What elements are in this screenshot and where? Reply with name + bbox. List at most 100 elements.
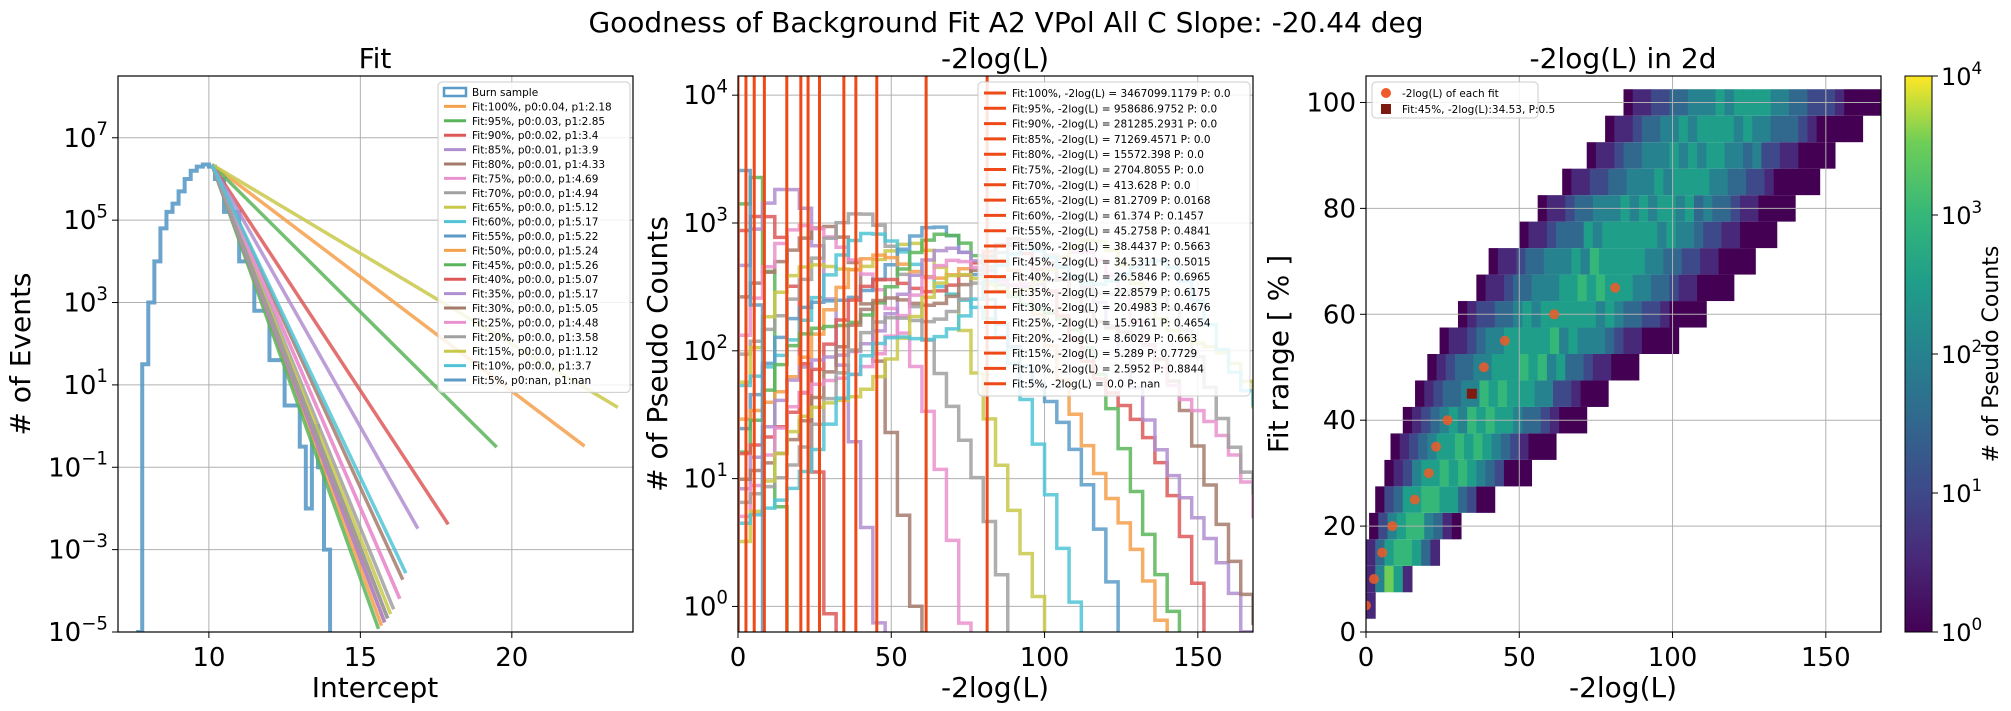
heatmap-cell bbox=[1485, 486, 1496, 513]
fit-panel-ylabel: # of Events bbox=[4, 272, 37, 435]
heatmap-cell bbox=[1743, 115, 1753, 143]
heatmap-legend-box bbox=[1371, 81, 1539, 119]
heatmap-cell bbox=[1644, 248, 1655, 275]
heatmap-cell bbox=[1638, 221, 1649, 249]
heatmap-cell bbox=[1448, 459, 1459, 487]
heatmap-cell bbox=[1687, 142, 1698, 169]
scatter-point bbox=[1478, 362, 1489, 373]
heatmap-cell bbox=[1448, 327, 1459, 354]
heatmap-cell bbox=[1712, 221, 1723, 249]
heatmap-cell bbox=[1660, 142, 1670, 169]
heatmap-cell bbox=[1430, 539, 1441, 566]
heatmap-cell bbox=[1825, 142, 1836, 169]
heatmap-cell bbox=[1491, 433, 1502, 460]
colorbar-tick-label: 101 bbox=[1941, 475, 1982, 508]
legend-entry: Fit:45%, -2log(L) = 34.5311 P: 0.5015 bbox=[1012, 256, 1211, 268]
heatmap-panel-scatter bbox=[1366, 282, 1621, 611]
fit-panel-ticks: 10 15 20 10−5 10−3 10−1 101 103 105 107 bbox=[48, 119, 528, 673]
heatmap-cell bbox=[1411, 539, 1422, 566]
highlight-point bbox=[1466, 388, 1477, 399]
heatmap-cell bbox=[1479, 380, 1490, 407]
legend-entry: Fit:85%, p0:0.01, p1:3.9 bbox=[472, 145, 598, 157]
heatmap-cell bbox=[1516, 380, 1526, 407]
heatmap-cell bbox=[1393, 486, 1404, 513]
heatmap-cell bbox=[1632, 327, 1643, 354]
loglik-x-tick-label: 100 bbox=[1020, 643, 1070, 673]
heatmap-cell bbox=[1543, 248, 1554, 275]
heatmap-cell bbox=[1611, 221, 1621, 249]
heatmap-cell bbox=[1534, 248, 1545, 275]
fit-legend-box bbox=[437, 81, 631, 393]
heatmap-cell bbox=[1442, 380, 1453, 407]
legend-entry: Fit:5%, p0:nan, p1:nan bbox=[472, 375, 591, 387]
heatmap-cell bbox=[1733, 142, 1744, 169]
heatmap-cell bbox=[1598, 248, 1609, 275]
heatmap-cell bbox=[1546, 221, 1557, 249]
heatmap-cell bbox=[1439, 327, 1450, 354]
heatmap-cell bbox=[1568, 327, 1579, 354]
pseudo-histogram bbox=[738, 187, 887, 632]
heatmap-cell bbox=[1525, 380, 1536, 407]
heatmap-cell bbox=[1537, 221, 1548, 249]
heatmap-cell bbox=[1690, 168, 1701, 196]
heatmap-cell bbox=[1779, 115, 1790, 143]
heatmap-cell bbox=[1770, 142, 1781, 169]
fit-y-tick-label: 105 bbox=[63, 201, 108, 236]
fit-panel-frame bbox=[117, 75, 634, 633]
loglik-y-tick-label: 102 bbox=[683, 332, 728, 367]
legend-entry: Fit:80%, p0:0.01, p1:4.33 bbox=[472, 159, 605, 171]
fit-line bbox=[210, 163, 390, 620]
heatmap-cell bbox=[1421, 539, 1431, 566]
heatmap-cell bbox=[1605, 274, 1615, 302]
heatmap-cell bbox=[1770, 115, 1781, 143]
heatmap-cell bbox=[1835, 115, 1845, 143]
heatmap-cell bbox=[1789, 115, 1799, 143]
legend-entry: Fit:30%, -2log(L) = 20.4983 P: 0.4676 bbox=[1012, 302, 1211, 314]
heatmap-cell bbox=[1549, 274, 1560, 302]
heatmap-cell bbox=[1614, 115, 1624, 143]
heatmap-cell bbox=[1672, 248, 1683, 275]
legend-entry: Fit:90%, -2log(L) = 281285.2931 P: 0.0 bbox=[1012, 119, 1217, 131]
heatmap-cell bbox=[1494, 274, 1505, 302]
heatmap-cell bbox=[1519, 354, 1529, 381]
heatmap-cell bbox=[1448, 486, 1459, 513]
heatmap-cell bbox=[1421, 486, 1431, 513]
heatmap-cell bbox=[1779, 142, 1790, 169]
heatmap-cell bbox=[1531, 274, 1542, 302]
fit-y-tick-label: 10−3 bbox=[48, 531, 108, 566]
heatmap-cell bbox=[1485, 274, 1496, 302]
heatmap-cell bbox=[1565, 221, 1575, 249]
heatmap-cell bbox=[1540, 274, 1551, 302]
heatmap-cell bbox=[1761, 142, 1772, 169]
fit-panel-title: Fit bbox=[359, 42, 392, 75]
heatmap-cell bbox=[1525, 248, 1536, 275]
fit-y-tick-label: 10−1 bbox=[48, 449, 108, 484]
heatmap-cell bbox=[1507, 248, 1517, 275]
heatmap-cell bbox=[1733, 115, 1744, 143]
legend-entry: Fit:70%, p0:0.0, p1:4.94 bbox=[472, 188, 599, 200]
heatmap-cell bbox=[1663, 168, 1674, 196]
heatmap-cell bbox=[1375, 486, 1385, 513]
heatmap-cell bbox=[1473, 354, 1483, 381]
heatmap-cell bbox=[1595, 327, 1606, 354]
heatmap-cell bbox=[1519, 433, 1529, 460]
heatmap-cell bbox=[1816, 115, 1827, 143]
legend-entry: Fit:65%, p0:0.0, p1:5.12 bbox=[472, 202, 598, 214]
heatmap-cell bbox=[1485, 459, 1496, 487]
heatmap-cell bbox=[1507, 380, 1517, 407]
heatmap-cell bbox=[1500, 354, 1511, 381]
heatmap-cell bbox=[1494, 459, 1505, 487]
heatmap-cell bbox=[1513, 274, 1523, 302]
heatmap-cell bbox=[1798, 115, 1808, 143]
fit-x-tick-label: 20 bbox=[495, 643, 528, 673]
heatmap-cell bbox=[1418, 433, 1428, 460]
legend-entry: Fit:20%, -2log(L) = 8.6029 P: 0.663 bbox=[1012, 333, 1197, 345]
loglik-panel-title: -2log(L) bbox=[941, 42, 1049, 75]
legend-entry: Fit:45%, p0:0.0, p1:5.26 bbox=[472, 260, 599, 272]
legend-entry: Burn sample bbox=[472, 87, 538, 99]
heatmap-cell bbox=[1709, 168, 1720, 196]
heatmap-y-tick-label: 0 bbox=[1339, 618, 1356, 648]
heatmap-cell bbox=[1556, 354, 1566, 381]
loglik-y-tick-label: 101 bbox=[683, 460, 728, 495]
